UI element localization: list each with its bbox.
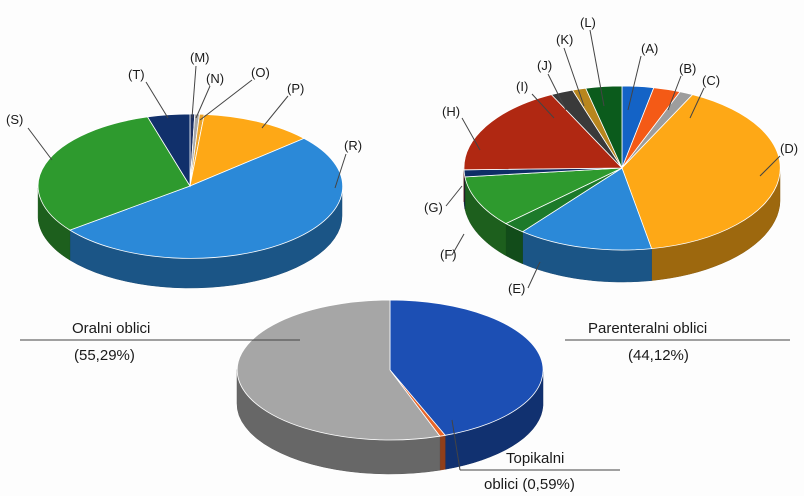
leader-n	[195, 85, 211, 119]
leader-k	[563, 47, 585, 107]
pie-slice-6	[146, 113, 191, 188]
slice-label-k: (K)	[556, 32, 573, 47]
pie-chart-3	[236, 299, 544, 475]
slice-label-d: (D)	[780, 141, 798, 156]
parenteral-label-name: Parenteralni oblici	[588, 320, 707, 337]
leader-j	[547, 73, 567, 111]
slice-label-r: (R)	[344, 138, 362, 153]
pie-slice-2	[236, 299, 441, 441]
topical-label-line1: Topikalni	[506, 450, 564, 467]
leader-g	[445, 185, 463, 207]
leader-o	[199, 79, 253, 121]
slice-label-s: (S)	[6, 112, 23, 127]
leader-i	[531, 93, 555, 119]
leader-r	[334, 153, 347, 189]
pie-chart-1	[37, 113, 344, 289]
slice-label-j: (J)	[537, 58, 552, 73]
slice-label-p: (P)	[287, 81, 304, 96]
leader-h	[461, 117, 481, 151]
slice-label-e: (E)	[508, 281, 525, 296]
leader-lines	[20, 29, 790, 471]
leader-a	[627, 55, 642, 111]
leader-p	[261, 95, 289, 129]
leader-t	[145, 81, 169, 119]
parenteral-label-value: (44,12%)	[628, 347, 689, 364]
slice-label-c: (C)	[702, 73, 720, 88]
leader-m	[191, 65, 197, 119]
leader-topical-tip	[451, 419, 461, 471]
pie-slice-4	[521, 167, 653, 251]
slice-label-m: (M)	[190, 50, 210, 65]
slice-label-f: (F)	[440, 247, 457, 262]
leader-s	[27, 127, 53, 161]
oral-label-value: (55,29%)	[74, 347, 135, 364]
pie-slice-4	[68, 137, 344, 259]
slice-label-h: (H)	[442, 104, 460, 119]
pie-slice-6	[464, 167, 623, 225]
leader-c	[689, 87, 705, 119]
pie-slice-3	[621, 94, 781, 250]
leader-e	[527, 261, 541, 289]
oral-label-name: Oralni oblici	[72, 320, 150, 337]
leader-b	[667, 75, 682, 111]
slice-label-i: (I)	[516, 79, 528, 94]
topical-label-line2: oblici (0,59%)	[484, 476, 575, 493]
pie-slice-3	[189, 113, 305, 187]
slice-label-a: (A)	[641, 41, 658, 56]
slice-label-n: (N)	[206, 71, 224, 86]
slice-label-l: (L)	[580, 15, 596, 30]
pie-slice-5	[37, 116, 191, 231]
leader-l	[589, 29, 605, 107]
pie-slice-11	[585, 85, 623, 169]
slice-label-g: (G)	[424, 200, 443, 215]
leader-d	[759, 155, 781, 177]
slice-label-b: (B)	[679, 61, 696, 76]
slice-label-t: (T)	[128, 67, 145, 82]
pie-chart-2	[463, 85, 781, 283]
pie-side-1	[439, 435, 446, 471]
pie-slice-0	[389, 299, 544, 436]
leader-f	[451, 233, 465, 256]
slice-label-o: (O)	[251, 65, 270, 80]
